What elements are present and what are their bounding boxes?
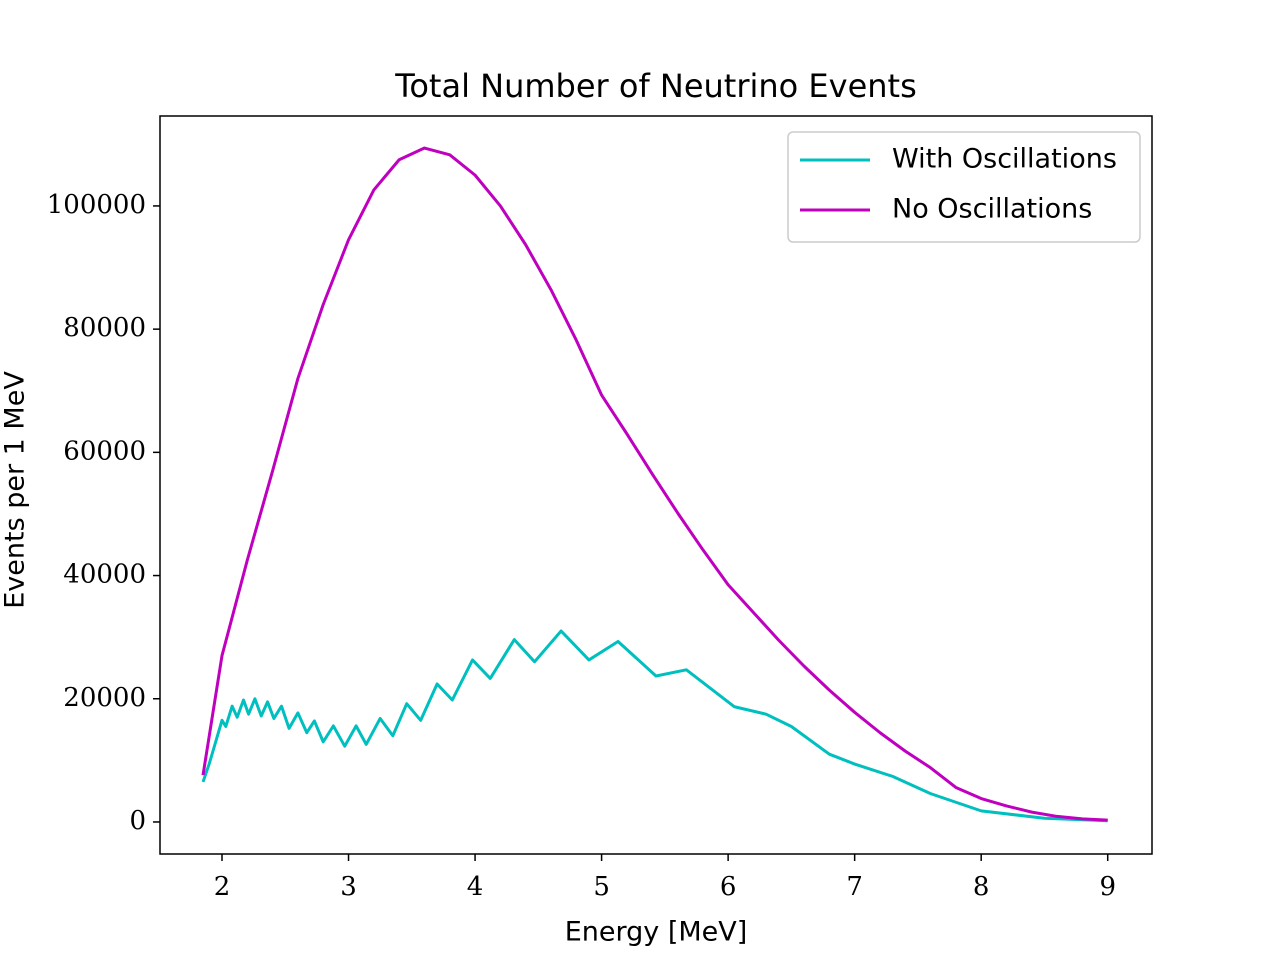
series-line xyxy=(201,146,1108,822)
x-axis-label: Energy [MeV] xyxy=(565,917,748,948)
x-tick-label: 5 xyxy=(593,872,610,902)
y-tick-label: 60000 xyxy=(63,436,146,466)
y-axis-label: Events per 1 MeV xyxy=(0,371,31,609)
x-tick-label: 3 xyxy=(340,872,357,902)
x-tick-label: 9 xyxy=(1099,872,1116,902)
x-tick-label: 6 xyxy=(720,872,737,902)
x-tick-label: 7 xyxy=(846,872,863,902)
y-tick-label: 100000 xyxy=(47,190,146,220)
chart-title: Total Number of Neutrino Events xyxy=(394,67,917,105)
plot-frame xyxy=(159,115,1153,855)
y-tick-label: 40000 xyxy=(63,560,146,590)
y-tick-label: 0 xyxy=(129,806,146,836)
x-tick-label: 8 xyxy=(973,872,990,902)
legend-label: No Oscillations xyxy=(892,194,1092,225)
y-tick-label: 20000 xyxy=(63,683,146,713)
x-tick-label: 2 xyxy=(214,872,231,902)
legend-label: With Oscillations xyxy=(892,144,1117,175)
x-tick-label: 4 xyxy=(467,872,484,902)
y-tick-label: 80000 xyxy=(63,313,146,343)
series-line xyxy=(201,629,1108,823)
legend-box xyxy=(787,131,1141,243)
